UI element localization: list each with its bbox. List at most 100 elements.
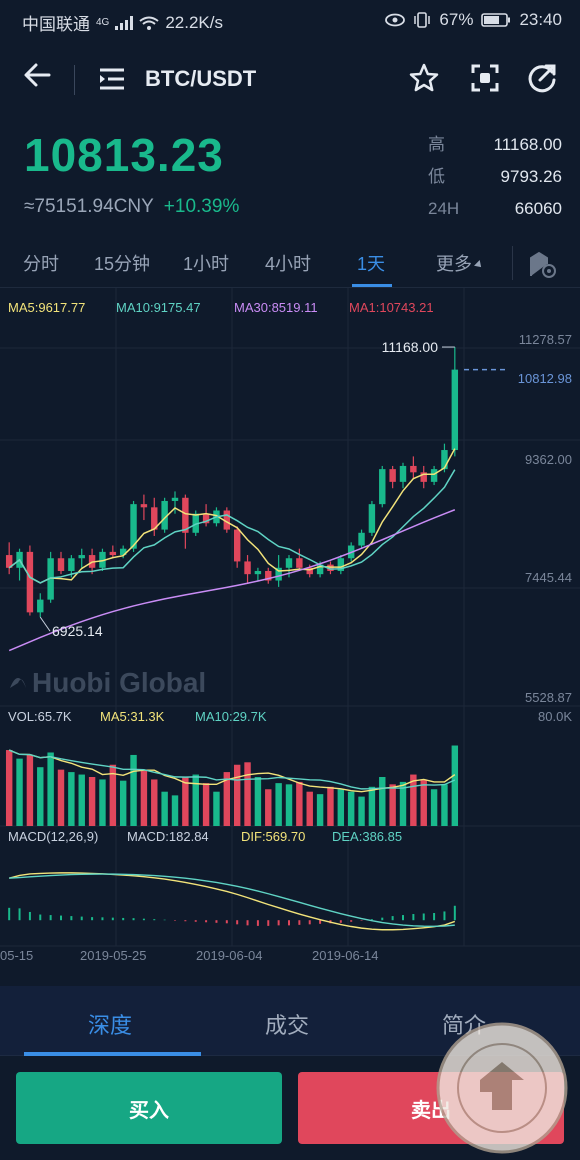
tab-more-label: 更多 bbox=[436, 254, 472, 274]
candle-body bbox=[234, 530, 240, 562]
volume-bar bbox=[68, 772, 74, 826]
tab-timeline[interactable]: 分时 bbox=[23, 250, 59, 276]
date-axis-label: 2019-06-14 bbox=[312, 948, 379, 963]
dif-value: DIF:569.70 bbox=[241, 829, 305, 844]
candle-body bbox=[79, 555, 85, 558]
volume-bar bbox=[172, 795, 178, 826]
volume-bar bbox=[255, 777, 261, 826]
macd-title: MACD(12,26,9) bbox=[8, 829, 98, 844]
stat-low: 低 9793.26 bbox=[428, 164, 562, 196]
carrier-label: 中国联通 bbox=[22, 10, 90, 35]
chart-settings-button[interactable] bbox=[512, 246, 562, 280]
timeframe-tabs: 分时 15分钟 1小时 4小时 1天 更多 bbox=[0, 240, 580, 288]
stat-volume: 24H 66060 bbox=[428, 196, 562, 228]
volume-bar bbox=[99, 779, 105, 826]
candle-body bbox=[410, 466, 416, 472]
vol-legend: VOL:65.7K bbox=[8, 709, 72, 724]
active-tab-underline bbox=[352, 284, 392, 287]
site-stamp-logo bbox=[432, 1018, 572, 1158]
volume-bar bbox=[369, 787, 375, 826]
volume-bar bbox=[89, 777, 95, 826]
battery-icon bbox=[481, 13, 511, 27]
volume-bar bbox=[37, 767, 43, 826]
volume-bar bbox=[307, 792, 313, 826]
current-price-axis-label: 10812.98 bbox=[518, 371, 572, 386]
candle-body bbox=[452, 370, 458, 450]
volume-bar bbox=[348, 792, 354, 826]
candle-body bbox=[389, 469, 395, 482]
tab-more[interactable]: 更多 bbox=[436, 250, 483, 276]
back-arrow-icon[interactable] bbox=[22, 60, 52, 90]
pair-title[interactable]: BTC/USDT bbox=[145, 66, 256, 92]
network-speed: 22.2K/s bbox=[165, 13, 223, 33]
network-type: 4G bbox=[96, 17, 109, 28]
watermark-text: Huobi Global bbox=[32, 667, 206, 698]
candle-body bbox=[27, 552, 33, 612]
date-axis-label: 2019-06-04 bbox=[196, 948, 263, 963]
volume-bar bbox=[193, 775, 199, 826]
candle-body bbox=[255, 571, 261, 574]
star-icon[interactable] bbox=[408, 62, 440, 94]
buy-button[interactable]: 买入 bbox=[16, 1072, 282, 1144]
candle-body bbox=[400, 466, 406, 482]
candle-body bbox=[37, 600, 43, 613]
candle-body bbox=[431, 469, 437, 482]
volume-bar bbox=[452, 746, 458, 826]
huobi-watermark: Huobi Global bbox=[10, 667, 206, 698]
volume-bar bbox=[317, 794, 323, 826]
volume-bar bbox=[296, 782, 302, 826]
volume-bar bbox=[203, 783, 209, 826]
candle-body bbox=[141, 504, 147, 507]
share-icon[interactable] bbox=[526, 62, 558, 94]
volume-bar bbox=[338, 789, 344, 826]
status-bar: 中国联通 4G 22.2K/s 67% 23:40 bbox=[0, 0, 580, 40]
volume-bar bbox=[244, 762, 250, 826]
volume-bar bbox=[286, 784, 292, 826]
volume-bar bbox=[234, 765, 240, 826]
price-axis-label: 7445.44 bbox=[525, 570, 572, 585]
pair-list-icon[interactable] bbox=[97, 64, 127, 94]
high-value: 11168.00 bbox=[494, 132, 562, 164]
date-axis-label: 05-15 bbox=[0, 948, 33, 963]
volume-bar bbox=[379, 777, 385, 826]
high-label: 高 bbox=[428, 132, 445, 164]
candle-body bbox=[358, 533, 364, 546]
fullscreen-icon[interactable] bbox=[469, 62, 501, 94]
low-value: 9793.26 bbox=[501, 164, 562, 196]
price-axis-label: 11278.57 bbox=[519, 332, 572, 347]
top-nav: BTC/USDT bbox=[0, 40, 580, 120]
chart-settings-icon bbox=[527, 250, 561, 280]
price-axis-label: 9362.00 bbox=[525, 452, 572, 467]
candle-body bbox=[110, 552, 116, 555]
volume-bar bbox=[441, 784, 447, 826]
battery-percent: 67% bbox=[439, 10, 473, 30]
low-marker-label: 6925.14 bbox=[52, 623, 103, 639]
volume-label: 24H bbox=[428, 196, 459, 228]
ma5-legend: MA5:9617.77 bbox=[8, 300, 85, 315]
ma1-legend: MA1:10743.21 bbox=[349, 300, 434, 315]
date-axis-label: 2019-05-25 bbox=[80, 948, 147, 963]
kline-chart-svg[interactable]: MA5:9617.77 MA10:9175.47 MA30:8519.11 MA… bbox=[0, 288, 580, 978]
high-marker-label: 11168.00 bbox=[382, 339, 439, 355]
tab-1day[interactable]: 1天 bbox=[357, 250, 385, 276]
sub-price: ≈75151.94CNY +10.39% bbox=[24, 196, 239, 218]
ticker-stats: 高 11168.00 低 9793.26 24H 66060 bbox=[428, 132, 562, 228]
tab-trades[interactable]: 成交 bbox=[265, 1008, 309, 1040]
kline-chart[interactable]: MA5:9617.77 MA10:9175.47 MA30:8519.11 MA… bbox=[0, 288, 580, 978]
tab-depth[interactable]: 深度 bbox=[88, 1008, 132, 1040]
price-block: 10813.23 bbox=[24, 128, 224, 182]
price-axis-label: 5528.87 bbox=[525, 690, 572, 705]
volume-bar bbox=[6, 750, 12, 826]
tab-4hour[interactable]: 4小时 bbox=[265, 250, 311, 276]
volume-bar bbox=[358, 797, 364, 826]
volume-bar bbox=[431, 789, 437, 826]
tab-15min[interactable]: 15分钟 bbox=[94, 250, 150, 276]
ma10-legend: MA10:9175.47 bbox=[116, 300, 201, 315]
volume-bar bbox=[27, 755, 33, 826]
eye-icon bbox=[385, 13, 405, 27]
volume-bar bbox=[120, 781, 126, 826]
volume-bar bbox=[130, 755, 136, 826]
candle-body bbox=[58, 558, 64, 571]
volume-bar bbox=[58, 770, 64, 826]
tab-1hour[interactable]: 1小时 bbox=[183, 250, 229, 276]
